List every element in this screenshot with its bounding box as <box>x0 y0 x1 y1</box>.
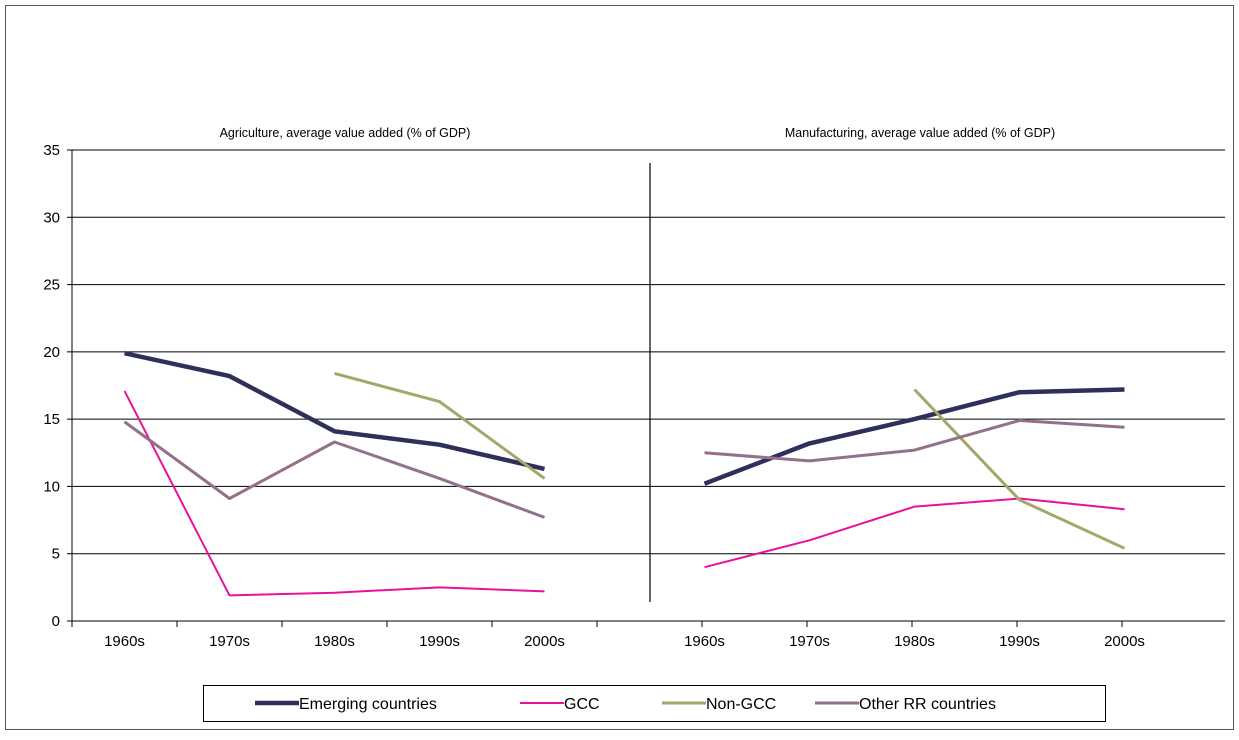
x-tick-label: 2000s <box>1104 633 1145 650</box>
grid-lines <box>72 149 1225 555</box>
legend: Emerging countries GCC Non-GCC Other RR cou… <box>203 685 1106 722</box>
series-line-emerging-panel-1 <box>124 351 546 472</box>
axes <box>67 149 1225 627</box>
y-tick-label: 35 <box>43 142 60 159</box>
x-tick-label: 1980s <box>314 633 355 650</box>
series-lines <box>123 351 1126 597</box>
legend-label-non_gcc: Non-GCC <box>706 696 776 713</box>
legend-label-gcc: GCC <box>564 696 600 713</box>
legend-label-emerging: Emerging countries <box>299 696 437 713</box>
x-tick-label: 1990s <box>419 633 460 650</box>
x-tick-label: 1980s <box>894 633 935 650</box>
panel-title: Agriculture, average value added (% of G… <box>220 126 471 140</box>
x-tick-label: 1960s <box>684 633 725 650</box>
panel-title: Manufacturing, average value added (% of… <box>785 126 1055 140</box>
labels: 0 5 10 15 20 25 30 35 Agriculture, average value… <box>43 126 1145 650</box>
legend-box <box>203 685 1106 722</box>
x-tick-label: 2000s <box>524 633 565 650</box>
y-tick-label: 15 <box>43 411 60 428</box>
series-line-gcc-panel-1 <box>123 390 545 597</box>
legend-label-other_rr: Other RR countries <box>859 696 996 713</box>
chart-outer-frame <box>5 5 1234 730</box>
series-line-other_rr-panel-2 <box>704 419 1125 463</box>
x-tick-label: 1970s <box>789 633 830 650</box>
series-line-non_gcc-panel-1 <box>334 371 546 480</box>
x-tick-label: 1960s <box>104 633 145 650</box>
y-tick-label: 0 <box>52 613 60 630</box>
y-tick-label: 5 <box>52 546 60 563</box>
y-tick-label: 30 <box>43 209 60 226</box>
series-line-non_gcc-panel-2 <box>913 388 1126 550</box>
x-tick-label: 1970s <box>209 633 250 650</box>
y-tick-label: 10 <box>43 478 60 495</box>
y-tick-label: 25 <box>43 277 60 294</box>
series-line-other_rr-panel-1 <box>123 420 546 519</box>
x-tick-label: 1990s <box>999 633 1040 650</box>
series-line-gcc-panel-2 <box>704 497 1125 569</box>
y-tick-label: 20 <box>43 344 60 361</box>
